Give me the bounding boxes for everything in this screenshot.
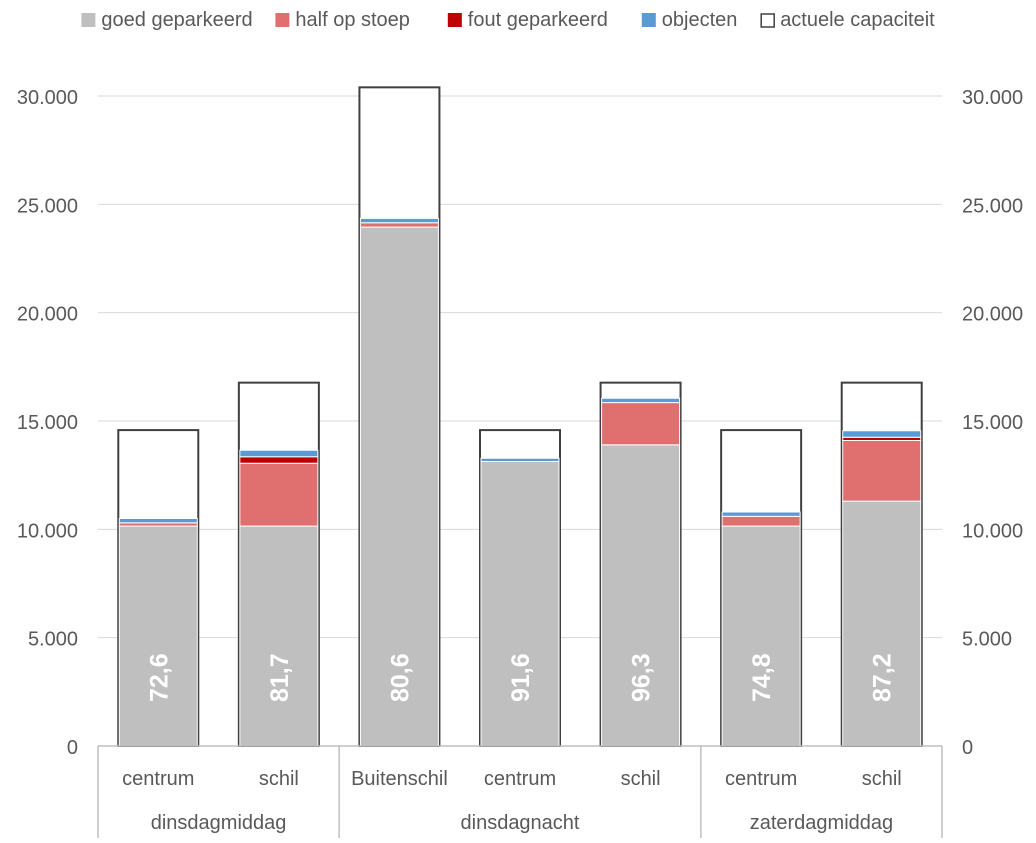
x-tick-label: Buitenschil (351, 768, 448, 790)
data-label: 96,3 (628, 653, 656, 702)
legend-label: fout geparkeerd (468, 9, 608, 31)
bar-half-op-stoep (239, 462, 319, 527)
y-tick-label-right: 5.000 (962, 629, 1012, 651)
legend: goed geparkeerd half op stoep fout geparke… (81, 9, 935, 31)
x-tick-label: centrum (122, 768, 194, 790)
y-tick-label-left: 5.000 (28, 629, 78, 651)
legend-item: goed geparkeerd (81, 9, 253, 31)
bar-goed-geparkeerd (721, 525, 801, 747)
x-group-label: zaterdagmiddag (750, 812, 893, 834)
y-tick-label-right: 15.000 (962, 412, 1023, 434)
x-group-label: dinsdagnacht (461, 812, 580, 834)
data-label: 74,8 (748, 653, 776, 702)
y-tick-label-left: 20.000 (17, 304, 78, 326)
x-tick-label: schil (862, 768, 902, 790)
data-label: 72,6 (145, 653, 173, 702)
legend-swatch (447, 13, 462, 27)
legend-label: objecten (662, 9, 738, 31)
y-tick-label-right: 25.000 (962, 195, 1023, 217)
bar-goed-geparkeerd (480, 461, 560, 747)
data-labels: 72,6 81,7 80,6 91,6 96,3 74,8 87,2 (145, 653, 896, 702)
bar-goed-geparkeerd (118, 525, 198, 747)
x-tick-label: centrum (484, 768, 556, 790)
legend-swatch (275, 13, 290, 27)
y-tick-label-left: 30.000 (17, 87, 78, 109)
bars (117, 86, 923, 748)
bar-half-op-stoep (601, 402, 681, 446)
data-label: 80,6 (386, 653, 414, 702)
legend-label: actuele capaciteit (780, 9, 935, 31)
legend-swatch (641, 13, 656, 27)
bar-objecten (239, 449, 319, 458)
y-tick-label-right: 20.000 (962, 304, 1023, 326)
y-tick-label-right: 30.000 (962, 87, 1023, 109)
bar-half-op-stoep (721, 515, 801, 527)
legend-item: half op stoep (275, 9, 410, 31)
bar-goed-geparkeerd (842, 500, 922, 747)
data-label: 81,7 (266, 653, 294, 702)
bar-objecten (359, 217, 439, 224)
bar-half-op-stoep (842, 440, 922, 502)
legend-swatch (760, 13, 775, 28)
x-tick-label: centrum (725, 768, 797, 790)
legend-swatch (81, 13, 96, 27)
data-label: 87,2 (869, 653, 897, 702)
x-tick-label: schil (259, 768, 299, 790)
bar-objecten (601, 397, 681, 404)
axes: 0 0 5.000 5.000 10.000 10.000 15.000 15.000 20.0… (17, 87, 1023, 838)
y-tick-label-left: 10.000 (17, 520, 78, 542)
bar-objecten (842, 430, 922, 438)
legend-label: half op stoep (295, 9, 410, 31)
y-tick-label-left: 25.000 (17, 195, 78, 217)
legend-item: actuele capaciteit (760, 9, 935, 31)
y-tick-label-right: 10.000 (962, 520, 1023, 542)
bar-fout-geparkeerd (239, 456, 319, 464)
y-tick-label-left: 15.000 (17, 412, 78, 434)
bar-goed-geparkeerd (239, 525, 319, 747)
bar-objecten (480, 457, 560, 463)
legend-item: objecten (641, 9, 738, 31)
bar-objecten (118, 518, 198, 524)
legend-label: goed geparkeerd (101, 9, 252, 31)
x-group-label: dinsdagmiddag (151, 812, 287, 834)
x-tick-label: schil (621, 768, 661, 790)
y-tick-label-left: 0 (67, 737, 78, 759)
legend-item: fout geparkeerd (447, 9, 608, 31)
bar-half-op-stoep (359, 222, 439, 228)
bar-objecten (721, 511, 801, 517)
y-tick-label-right: 0 (962, 737, 973, 759)
data-label: 91,6 (507, 653, 535, 702)
